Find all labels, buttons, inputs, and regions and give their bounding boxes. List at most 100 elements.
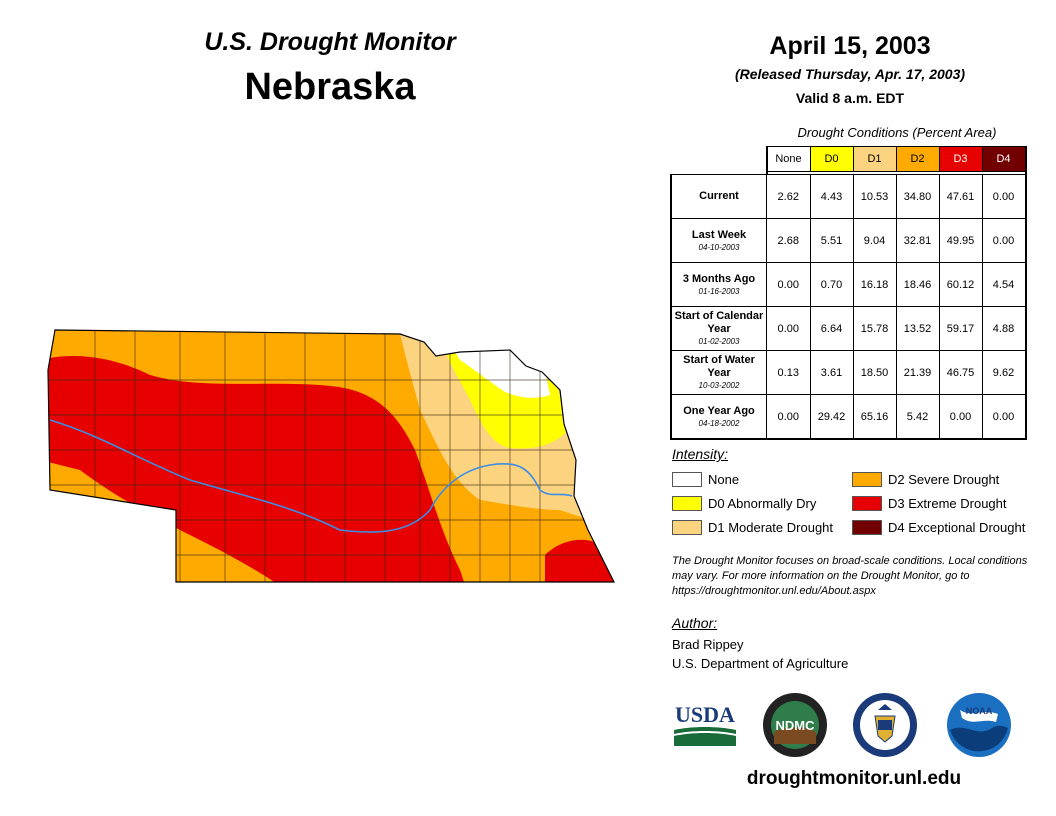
legend-item-d1: D1 Moderate Drought	[672, 520, 833, 535]
legend-swatch-none	[672, 472, 702, 487]
table-cell: 13.52	[895, 306, 940, 351]
drought-conditions-table: None D0 D1 D2 D3 D4 Current 2.62 4.43 10.53…	[670, 146, 1027, 440]
ndmc-logo-text: NDMC	[776, 718, 816, 733]
table-cell: 18.50	[852, 350, 897, 395]
row-label-text: Last Week	[691, 228, 747, 241]
row-date: 04-10-2003	[698, 242, 740, 252]
legend-swatch-d0	[672, 496, 702, 511]
header-d3: D3	[938, 146, 983, 172]
table-cell: 4.43	[809, 174, 854, 219]
table-cell: 16.18	[852, 262, 897, 307]
row-label-text: Start of Calendar Year	[674, 310, 764, 335]
row-label: Last Week 04-10-2003	[670, 218, 767, 263]
table-cell: 60.12	[938, 262, 983, 307]
table-cell: 65.16	[852, 394, 897, 440]
row-label-text: Start of Water Year	[683, 354, 755, 379]
row-label: Current	[670, 174, 767, 219]
legend-title: Intensity:	[672, 446, 729, 462]
website-link[interactable]: droughtmonitor.unl.edu	[746, 768, 962, 789]
table-cell: 29.42	[809, 394, 854, 440]
table-cell: 9.04	[852, 218, 897, 263]
table-corner	[671, 147, 767, 172]
table-cell: 5.42	[895, 394, 940, 440]
header-d4: D4	[981, 146, 1027, 172]
table-cell: 0.00	[766, 306, 811, 351]
table-cell: 18.46	[895, 262, 940, 307]
legend-label-d0: D0 Abnormally Dry	[708, 496, 817, 511]
legend-label-d1: D1 Moderate Drought	[708, 520, 834, 535]
table-cell: 0.00	[766, 262, 811, 307]
table-cell: 0.00	[938, 394, 983, 440]
table-cell: 47.61	[938, 174, 983, 219]
table-cell: 21.39	[895, 350, 940, 395]
table-row: One Year Ago 04-18-2002 0.00 29.42 65.16 5.42…	[670, 394, 1027, 440]
ndmc-logo: NDMC	[763, 693, 827, 757]
table-cell: 5.51	[809, 218, 854, 263]
table-cell: 4.54	[981, 262, 1027, 307]
row-label: One Year Ago 04-18-2002	[670, 394, 767, 440]
table-cell: 46.75	[938, 350, 983, 395]
row-label: Start of Water Year 10-03-2002	[670, 350, 767, 395]
table-cell: 2.68	[766, 218, 811, 263]
table-row: Last Week 04-10-2003 2.68 5.51 9.04 32.81 49.9…	[670, 218, 1027, 263]
row-date: 01-02-2003	[698, 337, 740, 346]
table-row: Start of Calendar Year 01-02-2003 0.00 6.64…	[670, 306, 1027, 351]
legend-label-d3: D3 Extreme Drought	[888, 496, 1007, 511]
legend-label-d2: D2 Severe Drought	[888, 472, 1000, 487]
map-date: April 15, 2003	[769, 32, 931, 60]
table-cell: 0.00	[981, 394, 1027, 440]
legend-swatch-d3	[852, 496, 882, 511]
table-cell: 6.64	[809, 306, 854, 351]
legend-item-d4: D4 Exceptional Drought	[852, 520, 1025, 535]
table-cell: 34.80	[895, 174, 940, 219]
table-row: Start of Water Year 10-03-2002 0.13 3.61 18.…	[670, 350, 1027, 395]
release-date: (Released Thursday, Apr. 17, 2003)	[734, 66, 966, 82]
table-cell: 0.00	[981, 174, 1027, 219]
row-label-text: Current	[699, 190, 739, 202]
header-d0: D0	[809, 146, 854, 172]
table-cell: 10.53	[852, 174, 897, 219]
legend-item-none: None	[672, 472, 739, 487]
disclaimer-note: The Drought Monitor focuses on broad-sca…	[672, 555, 1028, 597]
row-label-text: 3 Months Ago	[682, 272, 756, 285]
table-cell: 0.00	[766, 394, 811, 440]
legend-swatch-d4	[852, 520, 882, 535]
table-cell: 49.95	[938, 218, 983, 263]
row-date: 04-18-2002	[698, 418, 740, 428]
table-cell: 59.17	[938, 306, 983, 351]
table-row: Current 2.62 4.43 10.53 34.80 47.61 0.00	[670, 174, 1027, 219]
table-cell: 0.13	[766, 350, 811, 395]
usda-logo: USDA	[674, 702, 736, 746]
row-label: 3 Months Ago 01-16-2003	[670, 262, 767, 307]
author-title: Author:	[672, 615, 718, 631]
row-label-text: One Year Ago	[683, 404, 755, 417]
table-cell: 9.62	[981, 350, 1027, 395]
row-date: 01-16-2003	[698, 286, 740, 296]
author-organization: U.S. Department of Agriculture	[672, 656, 849, 671]
legend-label-none: None	[708, 472, 740, 487]
legend-swatch-d2	[852, 472, 882, 487]
table-cell: 0.70	[809, 262, 854, 307]
header-d1: D1	[852, 146, 897, 172]
state-title: Nebraska	[244, 66, 416, 108]
legend-swatch-d1	[672, 520, 702, 535]
table-cell: 32.81	[895, 218, 940, 263]
row-date: 10-03-2002	[698, 381, 740, 390]
row-label: Start of Calendar Year 01-02-2003	[670, 306, 767, 351]
table-cell: 0.00	[981, 218, 1027, 263]
legend-item-d3: D3 Extreme Drought	[852, 496, 1007, 511]
usda-logo-text: USDA	[675, 702, 735, 727]
table-caption: Drought Conditions (Percent Area)	[797, 125, 997, 140]
noaa-logo: NOAA	[947, 693, 1011, 757]
table-cell: 4.88	[981, 306, 1027, 351]
table-row: 3 Months Ago 01-16-2003 0.00 0.70 16.18 18.46…	[670, 262, 1027, 307]
drought-map	[47, 329, 615, 583]
noaa-logo-text: NOAA	[966, 706, 993, 716]
legend-item-d2: D2 Severe Drought	[852, 472, 999, 487]
monitor-title: U.S. Drought Monitor	[204, 28, 456, 56]
legend-label-d4: D4 Exceptional Drought	[888, 520, 1026, 535]
commerce-seal-logo	[853, 693, 917, 757]
table-cell: 3.61	[809, 350, 854, 395]
author-name: Brad Rippey	[672, 637, 744, 652]
table-cell: 15.78	[852, 306, 897, 351]
